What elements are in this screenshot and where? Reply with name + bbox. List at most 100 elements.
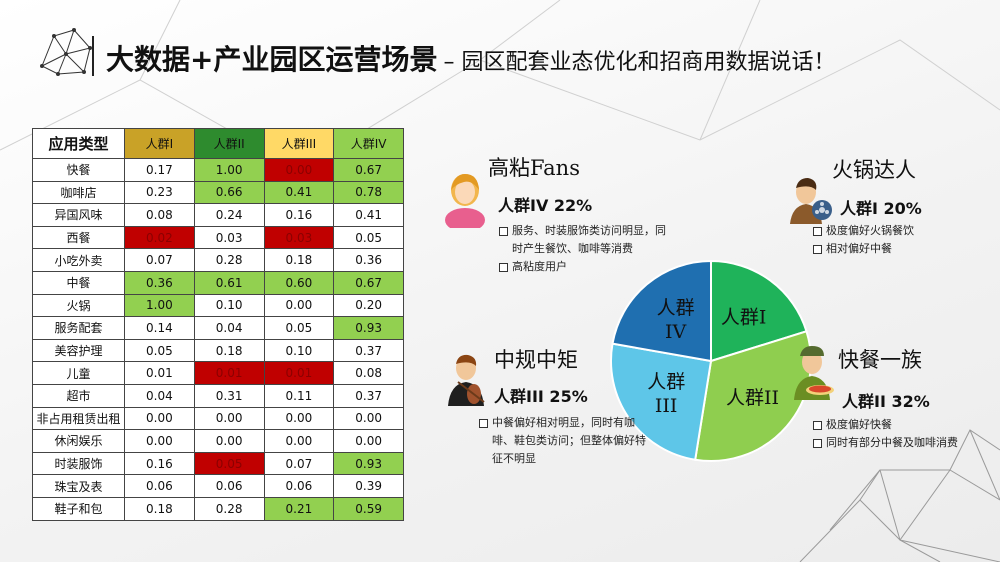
table-cell: 0.61	[193, 270, 265, 295]
table-cell: 0.04	[193, 316, 265, 340]
title-divider	[92, 36, 94, 76]
row-label: 美容护理	[32, 338, 125, 363]
persona-hotpot: 火锅达人	[832, 154, 916, 184]
table-cell: 0.00	[263, 429, 335, 453]
persona-fastfood: 快餐一族	[838, 344, 922, 374]
table-cell: 0.17	[124, 158, 195, 182]
table-body: 快餐 0.17 1.00 0.00 0.67 咖啡店 0.23 0.66 0.41 0.78 异国风…	[32, 158, 404, 521]
row-label: 快餐	[32, 158, 125, 182]
table-row: 异国风味 0.08 0.24 0.16 0.41	[32, 203, 404, 227]
table-cell: 0.60	[263, 270, 335, 295]
table-row: 珠宝及表 0.06 0.06 0.06 0.39	[32, 474, 404, 498]
table-cell: 0.00	[193, 406, 265, 431]
table-cell: 0.06	[124, 474, 195, 498]
table-cell: 0.20	[333, 293, 404, 318]
page-title: 大数据+产业园区运营场景 – 园区配套业态优化和招商用数据说话！	[106, 38, 835, 78]
table-row: 火锅 1.00 0.10 0.00 0.20	[32, 293, 404, 318]
persona-hotpot-details: 人群I 20%	[840, 195, 922, 219]
table-cell: 0.00	[263, 406, 335, 431]
bullet-item: 极度偏好火锅餐饮	[812, 222, 914, 240]
persona-fans: 高粘Fans	[488, 152, 580, 182]
table-row: 咖啡店 0.23 0.66 0.41 0.78	[32, 180, 404, 205]
table-row: 时装服饰 0.16 0.05 0.07 0.93	[32, 451, 404, 476]
table-header-row: 应用类型 人群I 人群II 人群III 人群IV	[32, 128, 404, 159]
row-label: 西餐	[32, 225, 125, 250]
group4-column-header: 人群IV	[333, 128, 404, 159]
table-cell: 0.31	[193, 383, 265, 408]
table-cell: 0.66	[193, 180, 265, 205]
persona-moderate-details: 人群III 25%	[494, 383, 588, 407]
table-cell: 0.00	[333, 429, 404, 453]
table-cell: 0.07	[263, 451, 335, 476]
persona-hotpot-share: 人群I 20%	[840, 199, 922, 218]
persona-fastfood-details: 人群II 32%	[842, 388, 930, 412]
table-cell: 0.05	[263, 316, 335, 340]
row-label: 鞋子和包	[32, 496, 125, 521]
table-cell: 0.03	[263, 225, 335, 250]
table-cell: 0.05	[193, 451, 265, 476]
bullet-item: 极度偏好快餐	[812, 416, 958, 434]
table-cell: 1.00	[124, 293, 195, 318]
pie-slice-label-line: 人群	[657, 297, 695, 319]
preference-table: 应用类型 人群I 人群II 人群III 人群IV 快餐 0.17 1.00 0.00 0…	[32, 128, 404, 521]
pie-slice-label-line: IV	[665, 321, 687, 343]
group2-column-header: 人群II	[193, 128, 265, 159]
table-cell: 0.00	[124, 406, 195, 431]
pie-slice-label-line: 人群II	[726, 387, 779, 409]
table-cell: 0.06	[263, 474, 335, 498]
row-label: 咖啡店	[32, 180, 125, 205]
table-row: 西餐 0.02 0.03 0.03 0.05	[32, 225, 404, 250]
table-cell: 0.03	[193, 225, 265, 250]
table-cell: 0.28	[193, 248, 265, 272]
persona-fastfood-bullets: 极度偏好快餐 同时有部分中餐及咖啡消费	[812, 416, 958, 452]
table-cell: 0.08	[124, 203, 195, 227]
row-label: 珠宝及表	[32, 474, 125, 498]
pie-slice-3	[610, 342, 713, 461]
bullet-item: 中餐偏好相对明显，同时有咖啡、鞋包类访问；但整体偏好特征不明显	[478, 414, 648, 468]
table-row: 休闲娱乐 0.00 0.00 0.00 0.00	[32, 429, 404, 453]
row-label: 时装服饰	[32, 451, 125, 476]
row-label: 小吃外卖	[32, 248, 125, 272]
table-cell: 0.18	[193, 338, 265, 363]
persona-fans-bullets: 服务、时装服饰类访问明显，同时产生餐饮、咖啡等消费 高粘度用户	[498, 222, 666, 276]
persona-moderate-share: 人群III 25%	[494, 387, 588, 406]
table-cell: 0.78	[333, 180, 404, 205]
table-cell: 0.93	[333, 316, 404, 340]
table-cell: 0.05	[124, 338, 195, 363]
table-cell: 0.08	[333, 361, 404, 385]
title-subtitle: – 园区配套业态优化和招商用数据说话！	[443, 50, 836, 75]
delivery-man-pizza-icon	[794, 346, 834, 400]
persona-hotpot-bullets: 极度偏好火锅餐饮 相对偏好中餐	[812, 222, 914, 258]
row-label: 非占用租赁出租	[32, 406, 125, 431]
bullet-item: 高粘度用户	[498, 258, 666, 276]
persona-hotpot-name: 火锅达人	[832, 158, 916, 182]
table-cell: 0.39	[333, 474, 404, 498]
corner-mesh-decoration	[799, 429, 1000, 562]
table-cell: 0.00	[263, 158, 335, 182]
man-film-reel-icon	[790, 178, 832, 224]
persona-moderate-bullets-wrap: 中餐偏好相对明显，同时有咖啡、鞋包类访问；但整体偏好特征不明显	[478, 414, 648, 468]
pie-slice-1	[710, 259, 808, 363]
pie-slice-label-4: 人群 IV	[657, 297, 695, 343]
table-cell: 0.28	[193, 496, 265, 521]
bullet-item: 相对偏好中餐	[812, 240, 914, 258]
table-row: 儿童 0.01 0.01 0.01 0.08	[32, 361, 404, 385]
table-row: 快餐 0.17 1.00 0.00 0.67	[32, 158, 404, 182]
table-cell: 0.05	[333, 225, 404, 250]
table-cell: 0.36	[333, 248, 404, 272]
table-row: 服务配套 0.14 0.04 0.05 0.93	[32, 316, 404, 340]
persona-fastfood-name: 快餐一族	[838, 348, 922, 372]
table-cell: 0.18	[263, 248, 335, 272]
group3-column-header: 人群III	[263, 128, 335, 159]
woman-avatar-icon	[445, 174, 485, 228]
persona-fans-name: 高粘Fans	[488, 156, 580, 180]
table-cell: 0.67	[333, 158, 404, 182]
table-row: 中餐 0.36 0.61 0.60 0.67	[32, 270, 404, 295]
persona-moderate-name: 中规中矩	[494, 348, 578, 372]
table-row: 小吃外卖 0.07 0.28 0.18 0.36	[32, 248, 404, 272]
table-cell: 0.37	[333, 383, 404, 408]
table-row: 超市 0.04 0.31 0.11 0.37	[32, 383, 404, 408]
table-cell: 1.00	[193, 158, 265, 182]
